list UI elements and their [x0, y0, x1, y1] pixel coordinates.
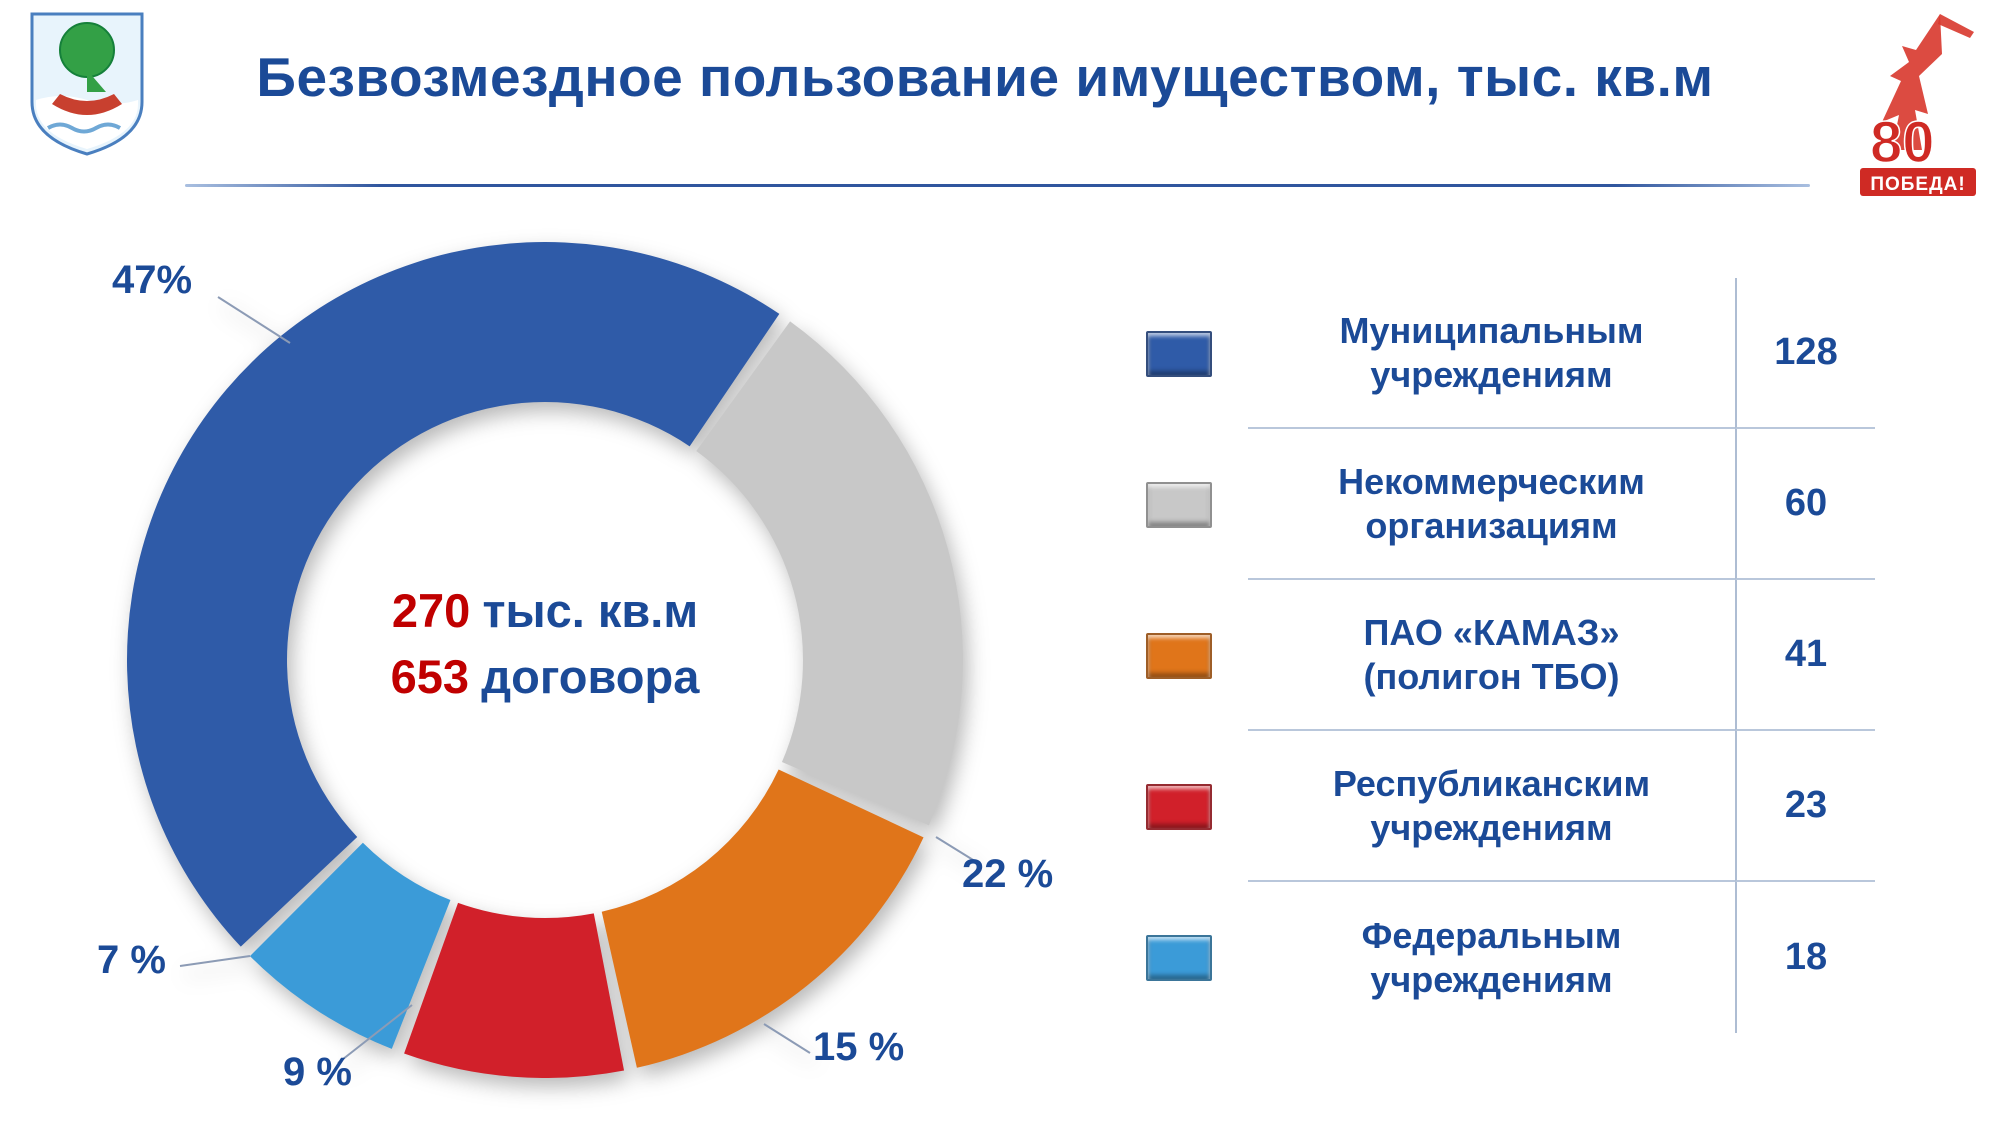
emblem-water	[36, 96, 138, 149]
legend-row-republican: Республиканским учреждениям 23	[1130, 731, 1875, 882]
legend-row-noncommercial: Некоммерческим организациям 60	[1130, 429, 1875, 580]
legend-swatch-cell	[1130, 731, 1248, 882]
legend-label-line2: учреждениям	[1370, 806, 1613, 848]
statue-sword-icon	[1938, 14, 1974, 38]
legend-swatch-cell	[1130, 580, 1248, 731]
center-contracts-line: 653 договора	[230, 644, 860, 710]
chart-legend: Муниципальным учреждениям 128 Некоммерче…	[1130, 278, 1875, 1033]
legend-label-line1: ПАО «КАМАЗ»	[1363, 611, 1620, 653]
leader-line-4	[179, 955, 251, 967]
emblem-tree-icon	[59, 22, 115, 78]
victory-banner	[1860, 168, 1976, 196]
percent-label-noncommercial: 22 %	[962, 852, 1054, 896]
donut-segment-2	[601, 769, 924, 1068]
legend-label-line1: Некоммерческим	[1338, 460, 1645, 502]
legend-value: 18	[1735, 882, 1875, 1033]
leader-line-3	[337, 1004, 413, 1064]
percent-label-federal: 7 %	[97, 938, 166, 982]
legend-label-line2: учреждениям	[1370, 958, 1613, 1000]
donut-segment-1	[696, 321, 963, 826]
legend-label: Муниципальным учреждениям	[1248, 278, 1735, 429]
donut-svg	[127, 242, 979, 1078]
motherland-statue-icon	[1882, 14, 1942, 150]
legend-label: Некоммерческим организациям	[1248, 429, 1735, 580]
legend-value: 23	[1735, 731, 1875, 882]
emblem-boat-icon	[52, 94, 122, 115]
page-title: Безвозмездное пользование имуществом, ты…	[256, 46, 1714, 108]
legend-swatch-cell	[1130, 882, 1248, 1033]
legend-label-line2: организациям	[1365, 504, 1618, 546]
legend-row-municipal: Муниципальным учреждениям 128	[1130, 278, 1875, 429]
coat-of-arms-svg	[30, 12, 144, 156]
color-swatch-blue	[1146, 330, 1212, 377]
legend-value: 128	[1735, 278, 1875, 429]
legend-row-federal: Федеральным учреждениям 18	[1130, 882, 1875, 1033]
victory-number: 80	[1870, 110, 1935, 175]
emblem-sail	[87, 70, 106, 92]
title-underline	[185, 184, 1810, 187]
legend-label-line1: Муниципальным	[1339, 309, 1644, 351]
legend-label-line2: учреждениям	[1370, 353, 1613, 395]
donut-chart	[110, 225, 980, 1095]
color-swatch-red	[1146, 783, 1212, 830]
chart-center-label: 270 тыс. кв.м 653 договора	[230, 578, 860, 710]
percent-label-municipal: 47%	[112, 258, 193, 302]
leader-line-1	[935, 836, 979, 864]
leader-line-2	[763, 1023, 811, 1054]
legend-swatch-cell	[1130, 278, 1248, 429]
total-area-value: 270	[391, 584, 471, 637]
contracts-units: договора	[481, 650, 700, 703]
emblem-waves	[46, 122, 122, 134]
leader-line-0	[217, 296, 291, 344]
legend-value: 60	[1735, 429, 1875, 580]
coat-of-arms-logo	[26, 8, 148, 158]
center-area-line: 270 тыс. кв.м	[230, 578, 860, 644]
legend-label: ПАО «КАМАЗ» (полигон ТБО)	[1248, 580, 1735, 731]
color-swatch-gray	[1146, 481, 1212, 528]
donut-segment-3	[404, 902, 625, 1078]
victory-label: ПОБЕДА!	[1870, 174, 1965, 195]
legend-label: Федеральным учреждениям	[1248, 882, 1735, 1033]
color-swatch-lightblue	[1146, 934, 1212, 981]
victory-svg: 80 ПОБЕДА!	[1860, 14, 1976, 196]
donut-segment-4	[249, 842, 451, 1049]
total-area-units: тыс. кв.м	[482, 584, 699, 637]
percent-label-republican: 9 %	[283, 1050, 352, 1094]
legend-value: 41	[1735, 580, 1875, 731]
legend-swatch-cell	[1130, 429, 1248, 580]
contracts-value: 653	[390, 650, 470, 703]
legend-label-line2: (полигон ТБО)	[1363, 655, 1620, 697]
percent-label-kamaz: 15 %	[813, 1025, 905, 1069]
donut-segment-0	[127, 242, 780, 947]
legend-label-line1: Республиканским	[1332, 762, 1651, 804]
legend-row-kamaz: ПАО «КАМАЗ» (полигон ТБО) 41	[1130, 580, 1875, 731]
legend-label-line1: Федеральным	[1361, 914, 1622, 956]
victory-80-logo: 80 ПОБЕДА!	[1842, 10, 1992, 200]
legend-label: Республиканским учреждениям	[1248, 731, 1735, 882]
color-swatch-orange	[1146, 632, 1212, 679]
